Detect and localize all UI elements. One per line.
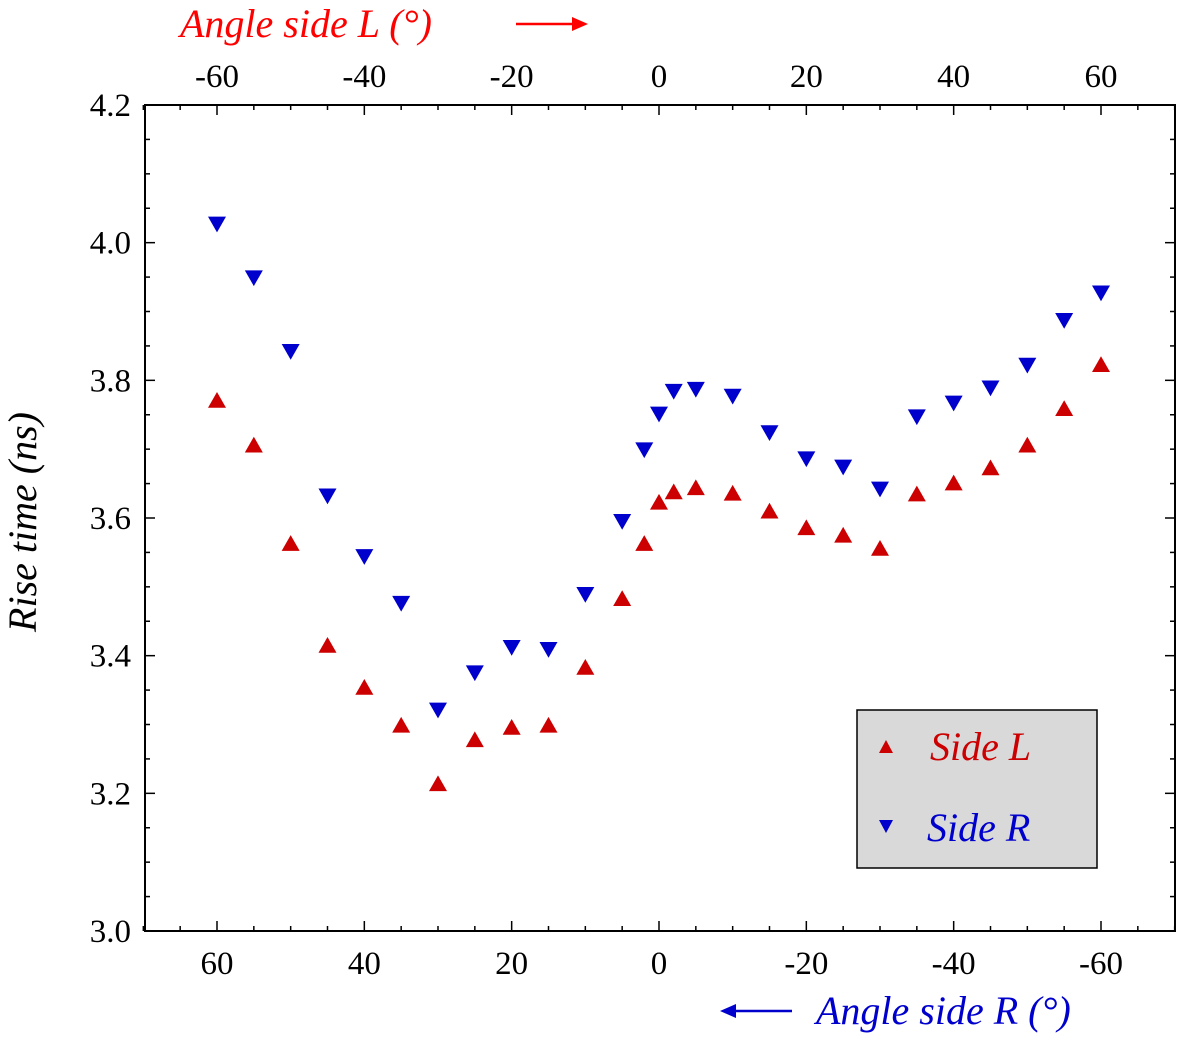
bottom-tick-label: -60	[1079, 946, 1123, 982]
top-axis-arrow	[516, 17, 588, 31]
side-l-point	[944, 474, 963, 491]
y-tick-label: 3.8	[90, 363, 131, 399]
side-r-point	[281, 343, 300, 360]
side-r-point	[392, 595, 411, 612]
top-tick-label: -60	[195, 59, 239, 95]
side-r-point	[318, 488, 337, 505]
side-r-point	[465, 665, 484, 682]
top-axis-title: Angle side L (°)	[177, 1, 432, 46]
tick-labels: 3.0 3.2 3.4 3.6 3.8 4.0 4.2 -60 -40 -20 0 20 40 60 60 4…	[90, 59, 1123, 982]
side-r-point	[834, 459, 853, 476]
axis-ticks	[142, 104, 1176, 932]
side-r-point	[686, 381, 705, 398]
side-r-point	[797, 451, 816, 468]
bottom-tick-label: 20	[495, 946, 528, 982]
side-l-point	[465, 731, 484, 748]
y-axis-title: Rise time (ns)	[0, 412, 45, 633]
side-l-point	[244, 436, 263, 453]
side-l-point	[428, 775, 447, 792]
side-r-point	[1018, 357, 1037, 374]
side-r-point	[1092, 285, 1111, 302]
top-tick-label: 40	[937, 59, 970, 95]
side-l-point	[539, 716, 558, 733]
side-r-point	[664, 383, 683, 400]
legend-label-side-r: Side R	[927, 805, 1030, 850]
top-tick-label: 60	[1085, 59, 1118, 95]
side-l-point	[635, 535, 654, 551]
side-r-point	[723, 388, 742, 405]
bottom-tick-label: 40	[348, 946, 381, 982]
side-r-point	[576, 586, 595, 603]
side-l-point	[576, 659, 595, 675]
legend-marker-side-r	[879, 820, 893, 833]
side-l-point	[650, 493, 668, 510]
y-tick-label: 3.6	[90, 501, 131, 537]
top-tick-label: -40	[342, 59, 386, 95]
side-l-point	[281, 535, 300, 551]
side-l-point	[981, 459, 1000, 476]
side-r-point	[907, 409, 926, 426]
side-l-point	[686, 479, 705, 496]
side-l-point	[907, 485, 926, 502]
side-l-point	[723, 484, 742, 501]
side-r-point	[981, 380, 1000, 397]
bottom-axis-arrow	[720, 1004, 792, 1018]
side-r-point	[650, 406, 668, 423]
side-l-point	[207, 391, 226, 408]
side-r-point	[428, 702, 447, 719]
side-l-point	[834, 526, 853, 543]
side-l-point	[1055, 400, 1074, 416]
y-tick-label: 4.2	[90, 88, 131, 124]
bottom-tick-label: 0	[651, 946, 668, 982]
y-tick-label: 3.2	[90, 776, 131, 812]
side-r-point	[871, 481, 890, 498]
bottom-tick-label: -20	[784, 946, 828, 982]
y-tick-label: 4.0	[90, 226, 131, 262]
side-l-point	[664, 483, 683, 500]
side-r-point	[355, 549, 374, 565]
side-l-point	[760, 502, 779, 519]
bottom-tick-label: 60	[200, 946, 233, 982]
side-r-point	[635, 442, 654, 459]
side-r-point	[502, 639, 521, 656]
top-tick-label: 20	[790, 59, 823, 95]
data-markers	[207, 216, 1111, 792]
side-l-point	[502, 718, 521, 735]
bottom-tick-label: -40	[932, 946, 976, 982]
legend-label-side-l: Side L	[930, 724, 1031, 769]
side-l-point	[1018, 436, 1037, 453]
y-tick-label: 3.0	[90, 914, 131, 950]
side-r-point	[944, 395, 963, 412]
side-l-point	[318, 637, 337, 653]
side-r-point	[207, 216, 226, 233]
bottom-axis-title: Angle side R (°)	[813, 988, 1071, 1033]
side-r-point	[539, 642, 558, 658]
side-r-point	[760, 425, 779, 441]
side-l-point	[392, 716, 411, 733]
side-r-point	[244, 270, 263, 287]
legend-box	[856, 709, 1098, 869]
side-l-point	[797, 519, 816, 536]
legend: Side L Side R	[856, 709, 1098, 869]
top-tick-label: -20	[490, 59, 534, 95]
y-tick-label: 3.4	[90, 639, 131, 675]
side-l-point	[871, 539, 890, 556]
side-l-point	[613, 590, 632, 606]
legend-marker-side-l	[879, 740, 893, 753]
side-r-point	[613, 514, 632, 530]
side-r-point	[1055, 313, 1074, 329]
side-l-point	[1092, 356, 1111, 372]
side-l-point	[355, 679, 374, 695]
top-tick-label: 0	[651, 59, 668, 95]
